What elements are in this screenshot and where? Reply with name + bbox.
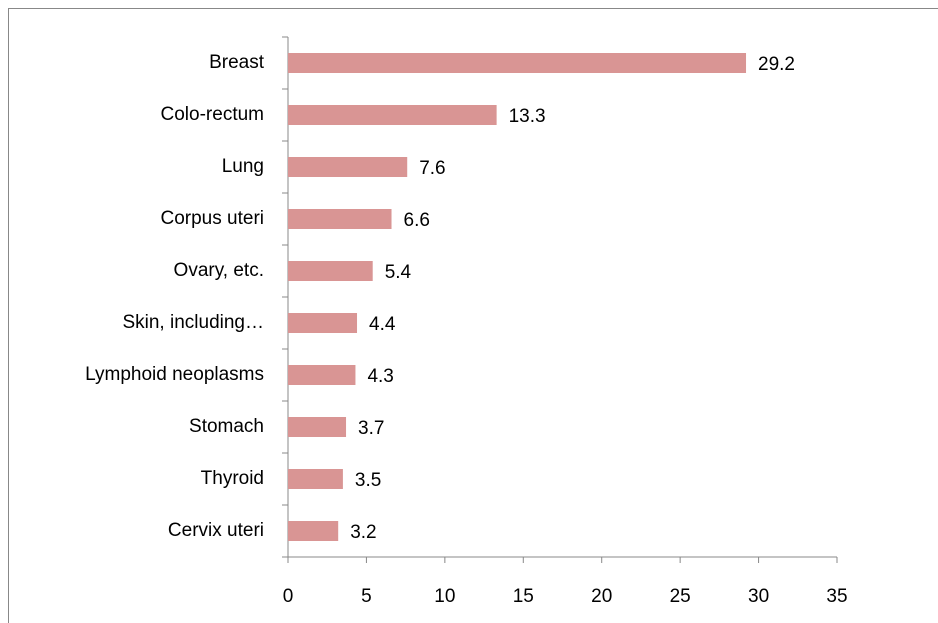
x-tick-label: 10 bbox=[434, 586, 455, 607]
value-label: 3.7 bbox=[358, 418, 384, 439]
x-tick-label: 30 bbox=[748, 586, 769, 607]
bar bbox=[288, 365, 356, 385]
y-tick-label: Thyroid bbox=[201, 468, 264, 489]
y-tick-label: Cervix uteri bbox=[168, 520, 264, 541]
x-tick-label: 0 bbox=[283, 586, 294, 607]
bar bbox=[288, 313, 358, 333]
y-tick-label: Stomach bbox=[189, 416, 264, 437]
x-tick-label: 5 bbox=[361, 586, 372, 607]
bar bbox=[288, 105, 497, 125]
y-tick-label: Lung bbox=[222, 156, 264, 177]
bar bbox=[288, 209, 392, 229]
value-label: 29.2 bbox=[758, 54, 795, 75]
y-tick-label: Lymphoid neoplasms bbox=[85, 364, 264, 385]
value-label: 3.2 bbox=[350, 522, 376, 543]
bar bbox=[288, 157, 408, 177]
value-label: 3.5 bbox=[355, 470, 381, 491]
value-label: 6.6 bbox=[404, 210, 430, 231]
y-tick-label: Ovary, etc. bbox=[174, 260, 264, 281]
value-label: 5.4 bbox=[385, 262, 412, 283]
y-tick-label: Colo-rectum bbox=[161, 104, 264, 125]
bar bbox=[288, 261, 373, 281]
x-tick-label: 25 bbox=[670, 586, 691, 607]
bar bbox=[288, 53, 747, 73]
y-tick-label: Skin, including… bbox=[122, 312, 264, 333]
value-label: 4.3 bbox=[367, 366, 393, 387]
value-label: 7.6 bbox=[419, 158, 445, 179]
y-tick-label: Breast bbox=[209, 52, 265, 73]
x-tick-label: 35 bbox=[826, 586, 847, 607]
x-tick-label: 15 bbox=[513, 586, 534, 607]
bar bbox=[288, 521, 339, 541]
bar bbox=[288, 469, 343, 489]
bar bbox=[288, 417, 347, 437]
value-label: 4.4 bbox=[369, 314, 396, 335]
y-tick-label: Corpus uteri bbox=[161, 208, 265, 229]
value-label: 13.3 bbox=[509, 106, 546, 127]
x-tick-label: 20 bbox=[591, 586, 612, 607]
